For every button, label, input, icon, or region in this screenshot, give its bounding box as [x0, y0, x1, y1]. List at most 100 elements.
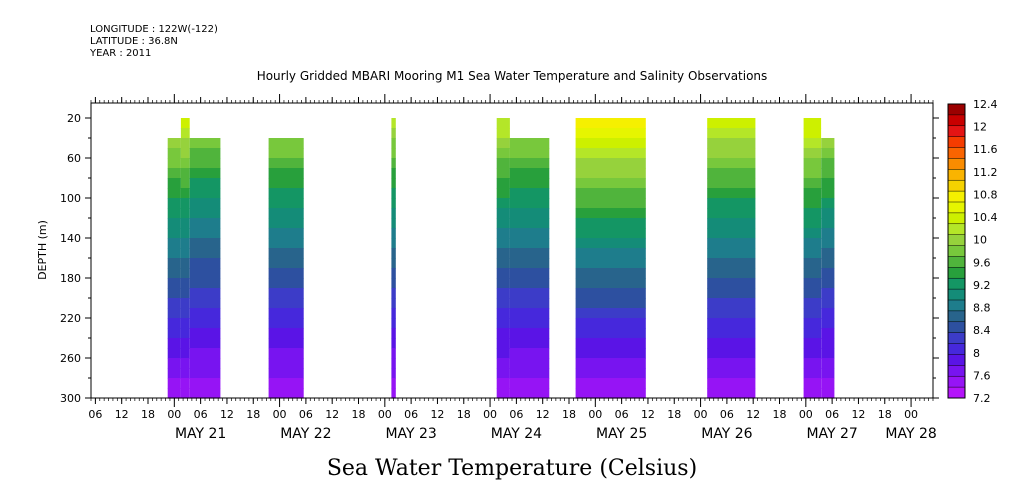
temperature-cell: [575, 308, 646, 319]
temperature-cell: [496, 308, 510, 319]
temperature-cell: [167, 188, 181, 199]
temperature-cell: [268, 188, 304, 199]
temperature-cell: [496, 268, 510, 279]
temperature-cell: [821, 208, 835, 219]
x-tick-label: 00: [588, 408, 602, 421]
temperature-cell: [509, 298, 550, 309]
colorbar-cell: [948, 332, 965, 344]
colorbar-cell: [948, 365, 965, 377]
temperature-cell: [167, 278, 181, 289]
data-segment: [167, 138, 181, 399]
temperature-cell: [575, 278, 646, 289]
temperature-cell: [180, 348, 190, 359]
colorbar-label: 10.8: [973, 188, 998, 201]
temperature-cell: [167, 238, 181, 249]
temperature-cell: [167, 388, 181, 399]
temperature-cell: [707, 148, 756, 159]
colorbar-cell: [948, 376, 965, 388]
colorbar-cell: [948, 158, 965, 170]
temperature-cell: [268, 378, 304, 389]
temperature-cell: [391, 238, 396, 249]
x-date-label: MAY 25: [596, 426, 647, 442]
temperature-cell: [575, 158, 646, 169]
temperature-cell: [391, 368, 396, 379]
temperature-cell: [180, 218, 190, 229]
temperature-cell: [268, 168, 304, 179]
temperature-cell: [496, 358, 510, 369]
temperature-cell: [189, 298, 221, 309]
temperature-cell: [391, 338, 396, 349]
temperature-cell: [180, 288, 190, 299]
temperature-cell: [189, 358, 221, 369]
y-tick-label: 220: [60, 312, 81, 325]
temperature-cell: [821, 268, 835, 279]
y-tick-label: 300: [60, 392, 81, 405]
temperature-cell: [391, 258, 396, 269]
temperature-cell: [268, 348, 304, 359]
temperature-cell: [707, 168, 756, 179]
temperature-cell: [180, 278, 190, 289]
temperature-cell: [189, 188, 221, 199]
temperature-cell: [707, 258, 756, 269]
temperature-cell: [707, 348, 756, 359]
temperature-cell: [575, 248, 646, 259]
temperature-cell: [496, 158, 510, 169]
colorbar-label: 8.4: [973, 324, 991, 337]
temperature-cell: [180, 368, 190, 379]
x-tick-label: 06: [720, 408, 734, 421]
temperature-cell: [803, 228, 822, 239]
data-segment: [509, 138, 550, 399]
colorbar-cell: [948, 256, 965, 268]
temperature-cell: [707, 378, 756, 389]
temperature-cell: [496, 378, 510, 389]
y-tick-label: 180: [60, 272, 81, 285]
temperature-cell: [707, 138, 756, 149]
temperature-cell: [268, 208, 304, 219]
temperature-cell: [575, 328, 646, 339]
temperature-cell: [189, 368, 221, 379]
data-segment: [189, 138, 221, 399]
temperature-cell: [180, 118, 190, 129]
temperature-cell: [189, 158, 221, 169]
temperature-cell: [707, 198, 756, 209]
temperature-cell: [803, 128, 822, 139]
colorbar-label: 9.2: [973, 279, 991, 292]
x-date-label: MAY 24: [491, 426, 542, 442]
temperature-cell: [189, 308, 221, 319]
temperature-cell: [803, 308, 822, 319]
temperature-cell: [707, 288, 756, 299]
temperature-cell: [496, 248, 510, 259]
temperature-cell: [803, 278, 822, 289]
temperature-cell: [268, 268, 304, 279]
colorbar-cell: [948, 136, 965, 148]
temperature-cell: [180, 378, 190, 389]
temperature-cell: [821, 228, 835, 239]
temperature-cell: [268, 338, 304, 349]
temperature-cell: [391, 318, 396, 329]
temperature-cell: [575, 228, 646, 239]
temperature-cell: [707, 228, 756, 239]
temperature-cell: [509, 158, 550, 169]
data-segment: [575, 118, 646, 399]
latitude-label: LATITUDE : 36.8N: [90, 36, 178, 47]
temperature-cell: [180, 188, 190, 199]
temperature-cell: [268, 228, 304, 239]
colorbar-cell: [948, 180, 965, 192]
temperature-cell: [575, 348, 646, 359]
temperature-cell: [496, 288, 510, 299]
plot-area: [167, 118, 835, 399]
temperature-cell: [167, 298, 181, 309]
colorbar-cell: [948, 202, 965, 214]
temperature-cell: [167, 248, 181, 259]
x-tick-label: 12: [325, 408, 339, 421]
temperature-cell: [821, 388, 835, 399]
temperature-cell: [167, 218, 181, 229]
temperature-cell: [707, 248, 756, 259]
temperature-cell: [268, 278, 304, 289]
temperature-cell: [707, 308, 756, 319]
temperature-cell: [167, 158, 181, 169]
temperature-cell: [391, 388, 396, 399]
temperature-cell: [509, 268, 550, 279]
x-date-label: MAY 27: [806, 426, 857, 442]
temperature-cell: [189, 198, 221, 209]
